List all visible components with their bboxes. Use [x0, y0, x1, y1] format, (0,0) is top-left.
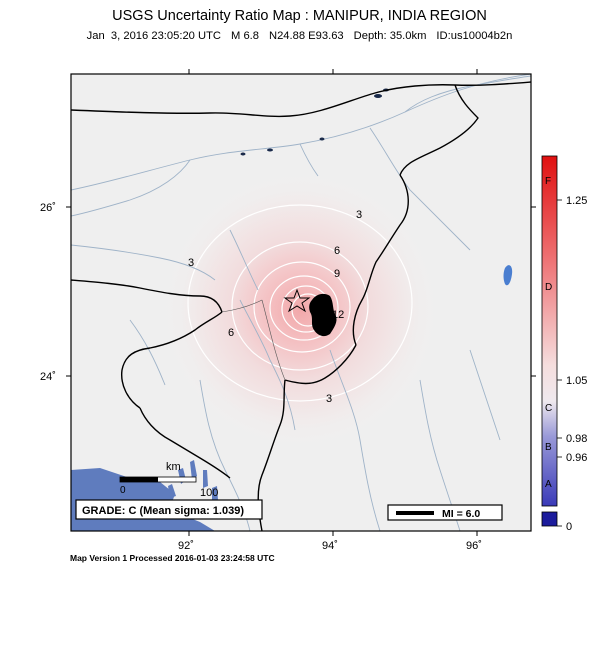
map-title: USGS Uncertainty Ratio Map : MANIPUR, IN…	[112, 8, 487, 24]
colorbar-zero-swatch	[541, 511, 558, 527]
event-id: ID:us10004b2n	[436, 30, 513, 42]
contour-labels: 3 3 3 6 6 9 12	[188, 209, 362, 405]
axis-ticks	[66, 69, 536, 536]
borders	[71, 81, 531, 531]
scale-zero: 0	[120, 485, 126, 496]
colorbar-letter: F	[545, 176, 551, 187]
lon-tick-label: 92˚	[178, 540, 194, 552]
colorbar-value: 0	[566, 521, 572, 533]
colorbar-letter: D	[545, 282, 552, 293]
colorbar-letter: B	[545, 442, 552, 453]
contour-label: 12	[332, 309, 344, 321]
colorbar: F D C B A 1.25 1.05 0.98 0.96 0	[541, 155, 587, 533]
contour-label: 6	[228, 327, 234, 339]
colorbar-value: 0.96	[566, 452, 587, 464]
lat-tick-label: 24˚	[40, 371, 56, 383]
contour-label: 9	[334, 268, 340, 280]
scale-bar: km 0 100	[119, 461, 218, 499]
colorbar-value: 1.05	[566, 375, 587, 387]
grade-box: GRADE: C (Mean sigma: 1.039)	[75, 499, 263, 520]
map-frame	[70, 73, 532, 532]
colorbar-letter: C	[545, 403, 552, 414]
lon-tick-label: 94˚	[322, 540, 338, 552]
colorbar-value: 1.25	[566, 195, 587, 207]
colorbar-letter: A	[545, 479, 552, 490]
contour-rings	[187, 204, 413, 402]
scale-distance: 100	[200, 487, 218, 499]
lon-tick-label: 96˚	[466, 540, 482, 552]
lake	[503, 265, 513, 286]
event-depth: Depth: 35.0km	[353, 30, 427, 42]
rivers	[71, 74, 531, 531]
colorbar-value: 0.98	[566, 433, 587, 445]
event-magnitude: M 6.8	[231, 30, 259, 42]
axis-labels: 26˚ 24˚ 92˚ 94˚ 96˚	[40, 202, 482, 552]
contour-label: 6	[334, 245, 340, 257]
mmi-legend: MI = 6.0	[387, 504, 503, 521]
state-borders	[221, 299, 286, 381]
contour-label: 3	[356, 209, 362, 221]
lat-tick-label: 26˚	[40, 202, 56, 214]
colorbar-gradient	[541, 155, 558, 507]
mmi-text: MI = 6.0	[442, 508, 480, 520]
event-info-line: Jan 3, 2016 23:05:20 UTC M 6.8 N24.88 E93.…	[0, 30, 599, 42]
uncertainty-hotspot	[71, 74, 531, 531]
contour-label: 3	[188, 257, 194, 269]
event-datetime: Jan 3, 2016 23:05:20 UTC	[86, 30, 222, 42]
scale-unit: km	[166, 461, 181, 473]
river-delta	[168, 460, 218, 500]
footer-processed: Map Version 1 Processed 2016-01-03 23:24…	[70, 553, 275, 563]
rupture-zone	[309, 293, 337, 337]
map-area	[71, 74, 531, 531]
grade-text: GRADE: C (Mean sigma: 1.039)	[82, 505, 244, 517]
epicenter-star-icon	[283, 288, 311, 313]
event-location: N24.88 E93.63	[269, 30, 344, 42]
contour-label: 3	[326, 393, 332, 405]
